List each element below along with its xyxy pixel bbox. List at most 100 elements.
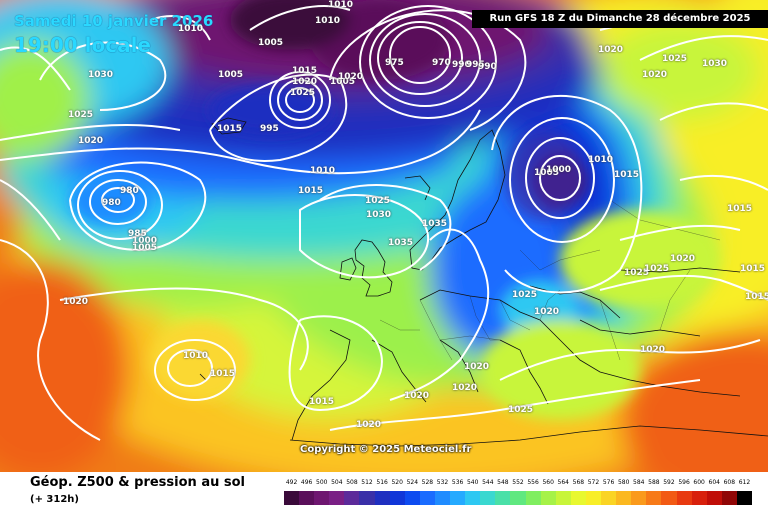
legend-swatch bbox=[299, 491, 315, 505]
footer: Géop. Z500 & pression au sol (+ 312h) 49… bbox=[0, 472, 768, 512]
legend-tick: 520 bbox=[391, 479, 403, 486]
legend-swatch bbox=[314, 491, 330, 505]
isobar-label: 1000 bbox=[546, 165, 572, 175]
isobar-label: 1005 bbox=[330, 77, 356, 87]
legend-swatch bbox=[495, 491, 511, 505]
isobar-label: 1010 bbox=[310, 166, 336, 176]
isobar-label: 990 bbox=[478, 62, 497, 72]
legend-tick: 516 bbox=[376, 479, 388, 486]
isobar-label: 1005 bbox=[534, 168, 560, 178]
isobar-label: 1020 bbox=[356, 420, 382, 430]
legend-swatch bbox=[721, 491, 738, 505]
legend-tick: 604 bbox=[708, 479, 720, 486]
forecast-date: Samedi 10 janvier 2026 bbox=[14, 12, 214, 30]
isobar-label: 1020 bbox=[452, 383, 478, 393]
legend-swatch bbox=[616, 491, 632, 505]
legend-tick: 560 bbox=[542, 479, 554, 486]
legend-swatch bbox=[465, 491, 481, 505]
isobar-label: 1030 bbox=[366, 210, 392, 220]
isobar-label: 1010 bbox=[178, 24, 204, 34]
legend-tick: 500 bbox=[316, 479, 328, 486]
legend-tick: 496 bbox=[300, 479, 313, 486]
color-legend: 492 496 500 504 508 512 516 520 524 528 532 536 540 5… bbox=[284, 472, 753, 512]
legend-swatch bbox=[676, 491, 693, 505]
legend-swatch bbox=[691, 491, 708, 505]
isobar-label: 975 bbox=[385, 58, 404, 68]
isobar-label: 1020 bbox=[534, 307, 560, 317]
isobar-label: 1010 bbox=[183, 351, 209, 361]
legend-tick: 548 bbox=[497, 479, 509, 486]
isobar-label: 1015 bbox=[217, 124, 243, 134]
legend-tick: 608 bbox=[723, 479, 736, 486]
legend-tick: 524 bbox=[406, 479, 419, 486]
isobar-label: 1010 bbox=[315, 16, 341, 26]
isobar-label: 980 bbox=[102, 198, 121, 208]
isobar-label: 1025 bbox=[508, 405, 534, 415]
legend-tick: 612 bbox=[738, 479, 751, 486]
isobar-label: 1020 bbox=[642, 70, 668, 80]
legend-swatch bbox=[631, 491, 647, 505]
legend-tick: 540 bbox=[466, 479, 479, 486]
legend-tick: 508 bbox=[346, 479, 358, 486]
legend-tick: 592 bbox=[663, 479, 675, 486]
isobar-label: 1025 bbox=[512, 290, 538, 300]
legend-tick: 596 bbox=[678, 479, 690, 486]
legend-swatch bbox=[404, 491, 421, 505]
legend-tick: 600 bbox=[693, 479, 705, 486]
isobar-label: 1030 bbox=[702, 59, 728, 69]
isobar-label: 970 bbox=[432, 58, 451, 68]
isobar-label: 995 bbox=[466, 60, 485, 70]
legend-swatch bbox=[585, 491, 602, 505]
isobar-label: 1025 bbox=[68, 110, 94, 120]
copyright: Copyright © 2025 Meteociel.fr bbox=[300, 444, 472, 455]
legend-tick: 584 bbox=[633, 479, 645, 486]
isobar-label: 1020 bbox=[78, 136, 104, 146]
legend-tick: 528 bbox=[421, 479, 434, 486]
legend-tick: 512 bbox=[361, 479, 373, 486]
isobar-label: 1005 bbox=[258, 38, 284, 48]
isobar-label: 1005 bbox=[132, 243, 158, 253]
isobar-label: 1020 bbox=[464, 362, 490, 372]
isobar-label: 1020 bbox=[404, 391, 430, 401]
isobar-label: 1015 bbox=[614, 170, 640, 180]
isobar-label: 1025 bbox=[290, 88, 316, 98]
legend-swatch bbox=[601, 491, 617, 505]
legend-swatch bbox=[374, 491, 391, 505]
isobar-label: 1015 bbox=[727, 204, 753, 214]
borders bbox=[379, 199, 721, 361]
forecast-time: 19:00 locale bbox=[14, 33, 151, 57]
legend-swatch bbox=[284, 491, 300, 505]
isobar-label: 1005 bbox=[218, 70, 244, 80]
isobar-label: 1030 bbox=[88, 70, 114, 80]
legend-tick: 588 bbox=[648, 479, 660, 486]
isobar-label: 1025 bbox=[644, 264, 670, 274]
run-info: Run GFS 18 Z du Dimanche 28 décembre 202… bbox=[472, 10, 768, 28]
isobar-label: 1025 bbox=[662, 54, 688, 64]
isobar-label: 1035 bbox=[422, 219, 448, 229]
legend-swatch bbox=[525, 491, 542, 505]
legend-tick: 492 bbox=[285, 479, 298, 486]
isobar-label: 1020 bbox=[598, 45, 624, 55]
legend-tick: 580 bbox=[617, 479, 630, 486]
legend-swatch bbox=[480, 491, 496, 505]
legend-tick: 576 bbox=[602, 479, 615, 486]
isobar-label: 990 bbox=[452, 60, 471, 70]
legend-tick: 556 bbox=[527, 479, 539, 486]
legend-swatch bbox=[661, 491, 677, 505]
isobar-label: 1010 bbox=[328, 0, 354, 10]
isobar-label: 1020 bbox=[63, 297, 89, 307]
legend-tick: 536 bbox=[451, 479, 464, 486]
legend-swatch bbox=[389, 491, 406, 505]
legend-swatch bbox=[510, 491, 527, 505]
isobar-label: 1015 bbox=[292, 66, 318, 76]
legend-swatch bbox=[450, 491, 466, 505]
isobar-label: 1015 bbox=[309, 397, 335, 407]
isobar-label: 1025 bbox=[365, 196, 391, 206]
isobar-label: 980 bbox=[120, 186, 139, 196]
legend-swatch bbox=[329, 491, 345, 505]
legend-swatch bbox=[646, 491, 662, 505]
isobar-label: 1015 bbox=[745, 292, 768, 302]
isobar-label: 1025 bbox=[624, 268, 650, 278]
isobar-label: 1020 bbox=[292, 77, 318, 87]
isobar-label: 1010 bbox=[588, 155, 614, 165]
